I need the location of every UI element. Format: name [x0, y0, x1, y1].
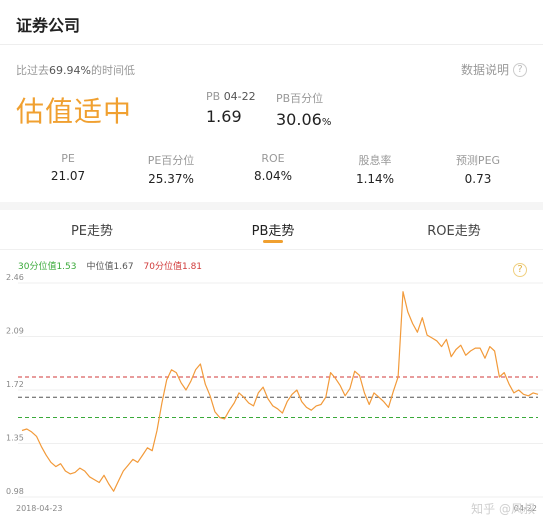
tab-roe-trend[interactable]: ROE走势: [427, 224, 481, 239]
x-tick-label-end: 04-22: [514, 504, 537, 513]
pb-current: PB 04-22 1.69: [206, 90, 256, 126]
data-explain-link[interactable]: 数据说明 ?: [461, 61, 527, 78]
metric-pe: PE 21.07: [18, 152, 118, 183]
y-tick-label: 2.46: [6, 273, 24, 282]
pb-date: 04-22: [223, 90, 256, 103]
metrics-row: PE 21.07 PE百分位 25.37% ROE 8.04% 股息率 1.14…: [0, 152, 543, 192]
metric-value: 8.04%: [253, 169, 293, 183]
compare-percent: 69.94%: [49, 64, 91, 77]
legend-p30: 30分位值1.53: [18, 262, 77, 272]
pb-value: 1.69: [206, 107, 242, 126]
header-divider: [0, 44, 543, 45]
page-title: 证券公司: [16, 16, 81, 35]
y-tick-label: 2.09: [6, 327, 24, 336]
metric-label: ROE: [261, 152, 285, 165]
compare-text: 比过去69.94%的时间低: [16, 62, 135, 78]
metric-label: 预测PEG: [455, 154, 501, 167]
y-tick-label: 1.35: [6, 434, 24, 443]
pb-trend-chart: 2.46 2.09 1.72 1.35 0.98 2018-04-23 04-22: [6, 273, 543, 513]
compare-prefix: 比过去: [16, 64, 49, 77]
metric-value: 21.07: [50, 169, 86, 183]
pb-percentile-unit: %: [321, 117, 332, 128]
compare-suffix: 的时间低: [90, 64, 135, 77]
y-tick-label: 0.98: [6, 487, 24, 496]
x-tick-label-start: 2018-04-23: [16, 504, 63, 513]
active-tab-indicator: [263, 240, 283, 243]
section-divider: [0, 202, 543, 210]
tab-pb-trend[interactable]: PB走势: [251, 224, 295, 239]
legend-median: 中位值1.67: [86, 262, 134, 272]
data-explain-label: 数据说明: [460, 63, 509, 77]
metric-pe-percentile: PE百分位 25.37%: [121, 152, 221, 186]
y-tick-label: 1.72: [6, 380, 24, 389]
question-icon[interactable]: ?: [513, 62, 527, 77]
metric-label: PE: [61, 152, 75, 165]
chart-help[interactable]: ?: [513, 257, 527, 277]
pb-percentile-label: PB百分位: [276, 92, 324, 105]
series-line: [21, 291, 539, 492]
chart-legend: 30分位值1.53 中位值1.67 70分位值1.81: [18, 259, 202, 272]
valuation-verdict: 估值适中: [16, 95, 133, 128]
metric-roe: ROE 8.04%: [223, 152, 323, 183]
question-icon[interactable]: ?: [513, 263, 527, 277]
metric-label: PE百分位: [147, 154, 195, 167]
metric-value: 1.14%: [355, 172, 395, 186]
chart-tabs: PE走势 PB走势 ROE走势: [0, 210, 543, 250]
tab-pe-trend[interactable]: PE走势: [70, 224, 114, 239]
metric-dividend-yield: 股息率 1.14%: [325, 152, 425, 186]
metric-value: 25.37%: [148, 172, 194, 186]
metric-label: 股息率: [358, 154, 392, 167]
watermark: 知乎 @风叔: [471, 502, 535, 516]
metric-forecast-peg: 预测PEG 0.73: [428, 152, 528, 186]
pb-label: PB: [206, 90, 221, 103]
legend-p70: 70分位值1.81: [143, 262, 203, 272]
pb-percentile-value: 30.06: [276, 110, 322, 129]
metric-value: 0.73: [464, 172, 492, 186]
pb-percentile: PB百分位 30.06%: [276, 90, 331, 129]
